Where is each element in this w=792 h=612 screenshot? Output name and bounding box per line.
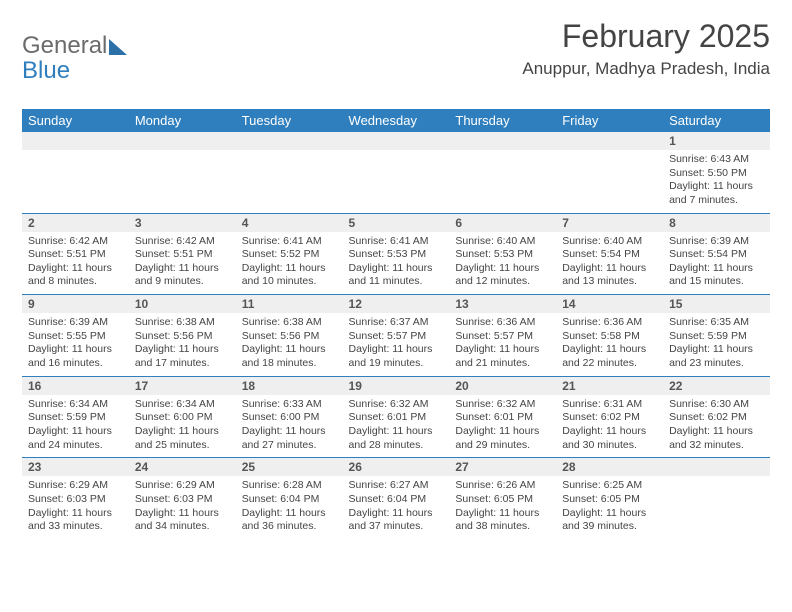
day-number-cell: 15: [663, 295, 770, 313]
day-number-cell: 1: [663, 132, 770, 150]
day-header: Sunday: [22, 109, 129, 132]
day-number-cell: 8: [663, 214, 770, 232]
day-detail-cell: Sunrise: 6:39 AMSunset: 5:55 PMDaylight:…: [22, 313, 129, 376]
day-number-row: 9101112131415: [22, 295, 770, 313]
day-detail-cell: Sunrise: 6:41 AMSunset: 5:52 PMDaylight:…: [236, 232, 343, 295]
day-detail-row: Sunrise: 6:29 AMSunset: 6:03 PMDaylight:…: [22, 476, 770, 539]
day-number-row: 2345678: [22, 214, 770, 232]
brand-part1: General: [22, 32, 107, 60]
day-number-cell: 5: [343, 214, 450, 232]
brand-line2: Blue: [22, 57, 70, 85]
day-number-cell: [22, 132, 129, 150]
day-detail-cell: Sunrise: 6:34 AMSunset: 6:00 PMDaylight:…: [129, 395, 236, 458]
day-number-cell: 4: [236, 214, 343, 232]
month-title: February 2025: [522, 18, 770, 55]
day-detail-cell: Sunrise: 6:28 AMSunset: 6:04 PMDaylight:…: [236, 476, 343, 539]
day-detail-row: Sunrise: 6:42 AMSunset: 5:51 PMDaylight:…: [22, 232, 770, 295]
page-header: General February 2025 Anuppur, Madhya Pr…: [22, 18, 770, 79]
day-header: Saturday: [663, 109, 770, 132]
day-number-row: 232425262728: [22, 458, 770, 476]
day-number-cell: 3: [129, 214, 236, 232]
day-detail-cell: Sunrise: 6:39 AMSunset: 5:54 PMDaylight:…: [663, 232, 770, 295]
day-header-row: Sunday Monday Tuesday Wednesday Thursday…: [22, 109, 770, 132]
day-detail-cell: Sunrise: 6:40 AMSunset: 5:54 PMDaylight:…: [556, 232, 663, 295]
day-number-cell: 11: [236, 295, 343, 313]
day-number-cell: 21: [556, 377, 663, 395]
day-detail-cell: Sunrise: 6:42 AMSunset: 5:51 PMDaylight:…: [129, 232, 236, 295]
day-detail-cell: [236, 150, 343, 213]
day-number-cell: 13: [449, 295, 556, 313]
brand-logo: General: [22, 32, 127, 60]
calendar-table: Sunday Monday Tuesday Wednesday Thursday…: [22, 109, 770, 539]
day-header: Wednesday: [343, 109, 450, 132]
day-detail-cell: Sunrise: 6:36 AMSunset: 5:58 PMDaylight:…: [556, 313, 663, 376]
day-number-cell: [556, 132, 663, 150]
day-detail-cell: Sunrise: 6:41 AMSunset: 5:53 PMDaylight:…: [343, 232, 450, 295]
day-number-cell: 12: [343, 295, 450, 313]
day-number-cell: [343, 132, 450, 150]
day-detail-cell: Sunrise: 6:29 AMSunset: 6:03 PMDaylight:…: [129, 476, 236, 539]
day-header: Friday: [556, 109, 663, 132]
day-number-cell: 27: [449, 458, 556, 476]
day-number-cell: 14: [556, 295, 663, 313]
day-number-cell: 24: [129, 458, 236, 476]
day-number-cell: [663, 458, 770, 476]
day-number-cell: 20: [449, 377, 556, 395]
sail-icon: [109, 39, 127, 55]
day-detail-row: Sunrise: 6:39 AMSunset: 5:55 PMDaylight:…: [22, 313, 770, 376]
day-header: Tuesday: [236, 109, 343, 132]
day-detail-cell: [663, 476, 770, 539]
location-subtitle: Anuppur, Madhya Pradesh, India: [522, 59, 770, 79]
day-detail-cell: Sunrise: 6:37 AMSunset: 5:57 PMDaylight:…: [343, 313, 450, 376]
day-detail-cell: [449, 150, 556, 213]
day-detail-cell: [22, 150, 129, 213]
day-number-cell: 28: [556, 458, 663, 476]
day-detail-cell: Sunrise: 6:33 AMSunset: 6:00 PMDaylight:…: [236, 395, 343, 458]
day-detail-cell: Sunrise: 6:29 AMSunset: 6:03 PMDaylight:…: [22, 476, 129, 539]
day-detail-cell: Sunrise: 6:31 AMSunset: 6:02 PMDaylight:…: [556, 395, 663, 458]
day-number-cell: 18: [236, 377, 343, 395]
day-detail-cell: Sunrise: 6:42 AMSunset: 5:51 PMDaylight:…: [22, 232, 129, 295]
day-detail-cell: Sunrise: 6:32 AMSunset: 6:01 PMDaylight:…: [449, 395, 556, 458]
day-detail-cell: Sunrise: 6:38 AMSunset: 5:56 PMDaylight:…: [129, 313, 236, 376]
day-detail-cell: Sunrise: 6:30 AMSunset: 6:02 PMDaylight:…: [663, 395, 770, 458]
day-detail-cell: Sunrise: 6:25 AMSunset: 6:05 PMDaylight:…: [556, 476, 663, 539]
day-number-cell: 16: [22, 377, 129, 395]
day-number-cell: 19: [343, 377, 450, 395]
day-detail-cell: Sunrise: 6:40 AMSunset: 5:53 PMDaylight:…: [449, 232, 556, 295]
day-number-cell: 2: [22, 214, 129, 232]
day-detail-row: Sunrise: 6:43 AMSunset: 5:50 PMDaylight:…: [22, 150, 770, 213]
day-number-cell: 25: [236, 458, 343, 476]
day-detail-cell: Sunrise: 6:38 AMSunset: 5:56 PMDaylight:…: [236, 313, 343, 376]
day-detail-cell: Sunrise: 6:26 AMSunset: 6:05 PMDaylight:…: [449, 476, 556, 539]
day-header: Monday: [129, 109, 236, 132]
day-detail-cell: Sunrise: 6:36 AMSunset: 5:57 PMDaylight:…: [449, 313, 556, 376]
day-detail-cell: [556, 150, 663, 213]
day-number-row: 16171819202122: [22, 377, 770, 395]
day-detail-cell: [129, 150, 236, 213]
day-number-cell: 22: [663, 377, 770, 395]
day-number-cell: 10: [129, 295, 236, 313]
day-number-cell: 7: [556, 214, 663, 232]
day-number-cell: [129, 132, 236, 150]
day-number-row: 1: [22, 132, 770, 150]
day-number-cell: 6: [449, 214, 556, 232]
day-number-cell: 23: [22, 458, 129, 476]
day-number-cell: [449, 132, 556, 150]
title-block: February 2025 Anuppur, Madhya Pradesh, I…: [522, 18, 770, 79]
day-detail-row: Sunrise: 6:34 AMSunset: 5:59 PMDaylight:…: [22, 395, 770, 458]
day-detail-cell: Sunrise: 6:34 AMSunset: 5:59 PMDaylight:…: [22, 395, 129, 458]
day-detail-cell: [343, 150, 450, 213]
day-number-cell: [236, 132, 343, 150]
day-header: Thursday: [449, 109, 556, 132]
day-number-cell: 26: [343, 458, 450, 476]
day-number-cell: 17: [129, 377, 236, 395]
day-detail-cell: Sunrise: 6:27 AMSunset: 6:04 PMDaylight:…: [343, 476, 450, 539]
day-detail-cell: Sunrise: 6:35 AMSunset: 5:59 PMDaylight:…: [663, 313, 770, 376]
day-detail-cell: Sunrise: 6:32 AMSunset: 6:01 PMDaylight:…: [343, 395, 450, 458]
day-detail-cell: Sunrise: 6:43 AMSunset: 5:50 PMDaylight:…: [663, 150, 770, 213]
day-number-cell: 9: [22, 295, 129, 313]
